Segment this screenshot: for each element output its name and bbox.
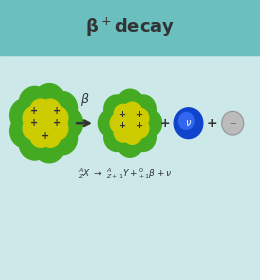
- Circle shape: [51, 106, 83, 140]
- Circle shape: [47, 92, 77, 125]
- Bar: [0, 0, 260, 55]
- Text: −: −: [229, 119, 236, 128]
- Circle shape: [110, 113, 128, 133]
- Circle shape: [46, 117, 68, 140]
- Circle shape: [19, 127, 50, 160]
- Circle shape: [98, 109, 125, 137]
- Circle shape: [47, 121, 77, 155]
- Text: +: +: [135, 121, 142, 130]
- Circle shape: [130, 123, 156, 151]
- Circle shape: [123, 102, 141, 122]
- Text: +: +: [30, 106, 38, 116]
- Circle shape: [117, 129, 143, 157]
- Circle shape: [23, 106, 45, 130]
- Text: $^A_Z X\ \rightarrow\ ^A_{Z+1} Y + ^0_{+1}\beta + \nu$: $^A_Z X\ \rightarrow\ ^A_{Z+1} Y + ^0_{+…: [78, 166, 172, 181]
- Circle shape: [30, 124, 51, 147]
- Circle shape: [35, 112, 56, 135]
- Circle shape: [19, 86, 50, 120]
- Circle shape: [112, 103, 148, 143]
- Circle shape: [121, 113, 139, 133]
- Text: $\beta$: $\beta$: [80, 91, 89, 108]
- Circle shape: [178, 112, 194, 129]
- Circle shape: [174, 108, 203, 139]
- Circle shape: [123, 125, 141, 144]
- Circle shape: [131, 108, 149, 128]
- Circle shape: [30, 99, 51, 122]
- Circle shape: [135, 109, 162, 137]
- Circle shape: [114, 122, 133, 142]
- Circle shape: [104, 95, 130, 123]
- Circle shape: [117, 89, 143, 118]
- Text: +: +: [135, 110, 142, 119]
- Circle shape: [34, 129, 65, 163]
- Circle shape: [131, 118, 149, 138]
- Text: +: +: [53, 118, 61, 128]
- Text: +: +: [41, 131, 50, 141]
- Circle shape: [10, 115, 41, 148]
- Circle shape: [104, 123, 130, 151]
- Text: +: +: [30, 118, 38, 128]
- Circle shape: [24, 100, 67, 146]
- Circle shape: [10, 99, 41, 132]
- Text: +: +: [160, 117, 170, 130]
- Text: +: +: [53, 106, 61, 116]
- Text: $\nu$: $\nu$: [185, 118, 192, 128]
- Circle shape: [130, 95, 156, 123]
- Text: +: +: [207, 117, 217, 130]
- Circle shape: [222, 111, 244, 135]
- Text: +: +: [118, 110, 125, 119]
- Circle shape: [34, 84, 65, 117]
- Circle shape: [23, 117, 45, 140]
- Text: $\mathbf{\beta}^+\mathbf{decay}$: $\mathbf{\beta}^+\mathbf{decay}$: [85, 16, 175, 39]
- Circle shape: [40, 99, 61, 122]
- Circle shape: [46, 106, 68, 130]
- Text: +: +: [118, 121, 125, 130]
- Circle shape: [114, 104, 133, 124]
- Circle shape: [40, 124, 61, 147]
